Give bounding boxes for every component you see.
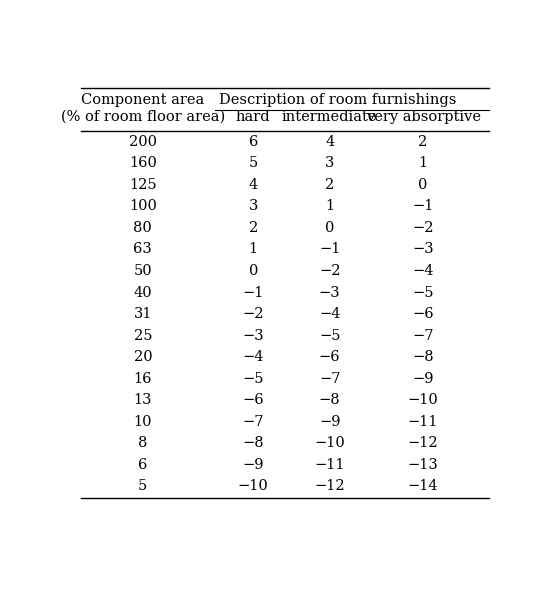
Text: −3: −3 [319,285,340,300]
Text: 2: 2 [419,135,428,149]
Text: Description of room furnishings: Description of room furnishings [220,93,457,106]
Text: −8: −8 [319,393,340,407]
Text: 20: 20 [134,350,152,364]
Text: −6: −6 [319,350,340,364]
Text: 25: 25 [134,329,152,343]
Text: −14: −14 [408,480,438,493]
Text: 0: 0 [249,264,258,278]
Text: 10: 10 [134,415,152,429]
Text: very absorptive: very absorptive [366,110,481,124]
Text: 0: 0 [419,178,428,192]
Text: −3: −3 [412,242,434,257]
Text: 3: 3 [325,156,334,170]
Text: −10: −10 [238,480,269,493]
Text: −9: −9 [319,415,340,429]
Text: −10: −10 [408,393,438,407]
Text: Component area: Component area [81,93,204,106]
Text: 100: 100 [129,199,157,213]
Text: −4: −4 [243,350,264,364]
Text: −3: −3 [242,329,264,343]
Text: −2: −2 [319,264,340,278]
Text: −4: −4 [413,264,434,278]
Text: −6: −6 [412,307,434,321]
Text: 6: 6 [249,135,258,149]
Text: −6: −6 [242,393,264,407]
Text: (% of room floor area): (% of room floor area) [61,110,225,124]
Text: 1: 1 [325,199,334,213]
Text: 50: 50 [134,264,152,278]
Text: 31: 31 [134,307,152,321]
Text: −2: −2 [243,307,264,321]
Text: 2: 2 [325,178,334,192]
Text: −1: −1 [243,285,264,300]
Text: −7: −7 [243,415,264,429]
Text: 1: 1 [249,242,258,257]
Text: −12: −12 [408,437,438,450]
Text: −13: −13 [408,458,438,472]
Text: 125: 125 [129,178,157,192]
Text: 8: 8 [138,437,147,450]
Text: −7: −7 [319,372,340,386]
Text: 3: 3 [249,199,258,213]
Text: −2: −2 [413,221,434,235]
Text: −11: −11 [408,415,438,429]
Text: −4: −4 [319,307,340,321]
Text: −7: −7 [413,329,434,343]
Text: 4: 4 [249,178,258,192]
Text: 2: 2 [249,221,258,235]
Text: 13: 13 [134,393,152,407]
Text: −9: −9 [413,372,434,386]
Text: 1: 1 [419,156,427,170]
Text: −5: −5 [413,285,434,300]
Text: −11: −11 [315,458,345,472]
Text: −8: −8 [412,350,434,364]
Text: −10: −10 [315,437,345,450]
Text: hard: hard [236,110,271,124]
Text: −1: −1 [319,242,340,257]
Text: −5: −5 [243,372,264,386]
Text: 40: 40 [134,285,152,300]
Text: −9: −9 [243,458,264,472]
Text: 4: 4 [325,135,334,149]
Text: 5: 5 [138,480,147,493]
Text: 0: 0 [325,221,334,235]
Text: 16: 16 [134,372,152,386]
Text: 200: 200 [129,135,157,149]
Text: 5: 5 [249,156,258,170]
Text: −12: −12 [315,480,345,493]
Text: −8: −8 [242,437,264,450]
Text: 160: 160 [129,156,157,170]
Text: 80: 80 [134,221,152,235]
Text: −1: −1 [413,199,434,213]
Text: intermediate: intermediate [282,110,378,124]
Text: 6: 6 [138,458,147,472]
Text: −5: −5 [319,329,340,343]
Text: 63: 63 [134,242,152,257]
